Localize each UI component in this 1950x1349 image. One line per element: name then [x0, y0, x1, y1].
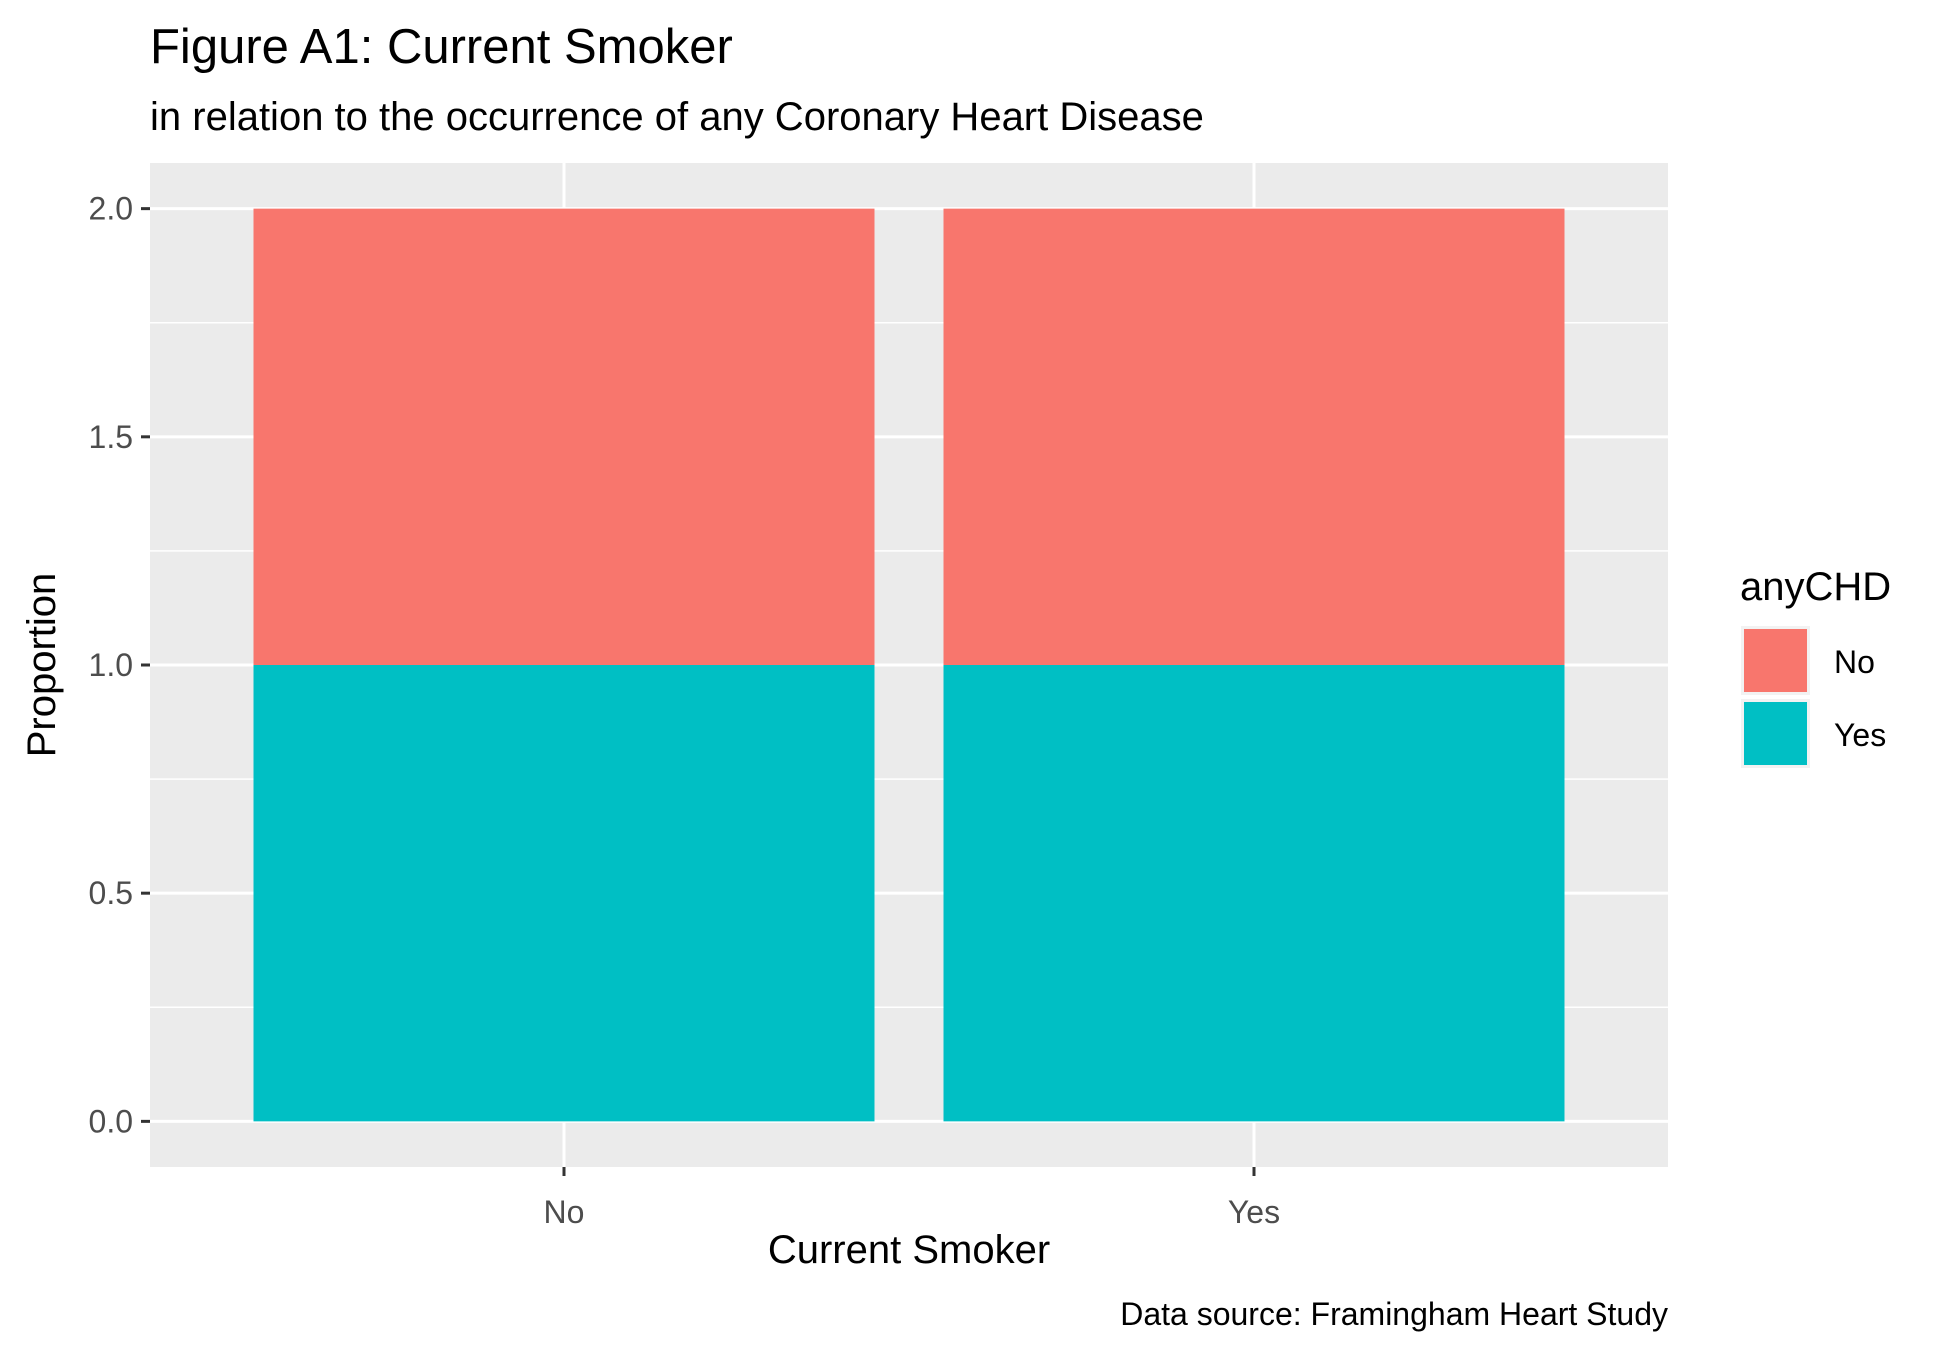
chart-subtitle: in relation to the occurrence of any Cor… [150, 95, 1204, 139]
x-tick-label: No [544, 1194, 585, 1230]
bar-no-yes [253, 665, 875, 1122]
y-axis-title: Proportion [20, 573, 64, 758]
bar-no-no [253, 208, 875, 666]
legend-title: anyCHD [1740, 565, 1891, 609]
bar-yes-no [943, 208, 1565, 666]
legend: anyCHD No Yes [1740, 565, 1891, 768]
bars [253, 208, 1565, 1122]
y-tick-label: 0.0 [89, 1103, 133, 1139]
legend-swatch-yes [1744, 702, 1807, 765]
y-tick-label: 0.5 [89, 875, 133, 911]
chart-caption: Data source: Framingham Heart Study [1120, 1296, 1668, 1332]
chart-title: Figure A1: Current Smoker [150, 20, 733, 74]
legend-swatch-no [1744, 629, 1807, 692]
y-tick-label: 2.0 [89, 191, 133, 227]
axes: 0.0 0.5 1.0 1.5 2.0 No Yes [89, 191, 1281, 1230]
x-tick-label: Yes [1228, 1194, 1280, 1230]
legend-label-yes: Yes [1834, 717, 1886, 753]
y-tick-label: 1.0 [89, 647, 133, 683]
bar-yes-yes [943, 665, 1565, 1122]
y-tick-label: 1.5 [89, 419, 133, 455]
x-axis-title: Current Smoker [768, 1228, 1050, 1272]
legend-label-no: No [1834, 644, 1875, 680]
